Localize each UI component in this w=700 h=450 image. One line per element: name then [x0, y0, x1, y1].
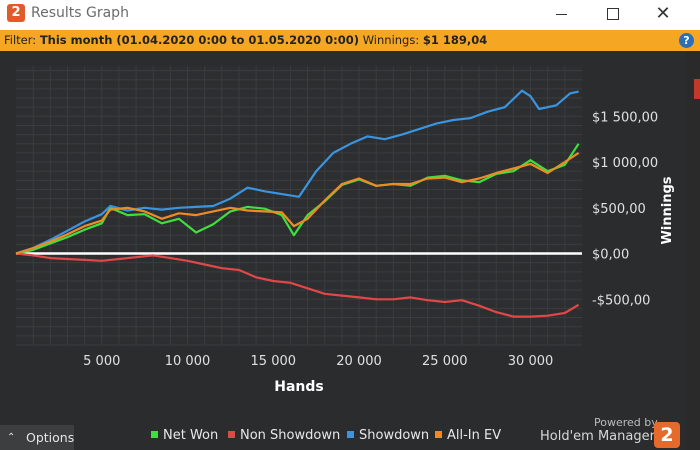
legend-swatch: [347, 431, 354, 438]
winnings-label: Winnings:: [362, 33, 420, 47]
options-button[interactable]: ⌃ Options: [0, 425, 74, 450]
side-marker: [694, 79, 700, 99]
title-bar: 2 Results Graph ✕: [0, 0, 700, 30]
legend-swatch: [151, 431, 158, 438]
hm2-logo-icon: 2: [654, 422, 680, 448]
x-tick-label: 30 000: [508, 354, 554, 369]
results-graph: 5 000 10 000 15 000 20 000 25 000 30 000 -$500…: [15, 66, 675, 395]
x-axis-label: Hands: [274, 379, 324, 395]
y-tick-label: $0,00: [592, 248, 629, 263]
legend-item-all-in-ev[interactable]: All-In EV: [435, 428, 501, 443]
brand-name: Hold'em Manager: [540, 429, 655, 444]
maximize-button[interactable]: [589, 0, 635, 30]
chevron-up-icon: ⌃: [7, 432, 16, 443]
y-tick-label: -$500,00: [592, 293, 650, 308]
legend-swatch: [228, 431, 235, 438]
minimize-button[interactable]: [538, 0, 584, 30]
filter-bar[interactable]: Filter: This month (01.04.2020 0:00 to 0…: [0, 30, 700, 51]
plot-area: [16, 66, 582, 345]
x-tick-label: 5 000: [83, 354, 120, 369]
legend-item-non-showdown[interactable]: Non Showdown: [228, 428, 340, 443]
x-tick-label: 20 000: [336, 354, 382, 369]
help-icon[interactable]: ?: [679, 33, 694, 48]
series-line-showdown: [15, 89, 579, 255]
x-tick-label: 10 000: [165, 354, 211, 369]
series-line-all-in-ev: [15, 151, 580, 255]
window-title: Results Graph: [31, 5, 129, 21]
legend-swatch: [435, 431, 442, 438]
series-line-non-showdown: [15, 252, 580, 318]
app-logo-icon: 2: [7, 4, 25, 22]
y-tick-label: $500,00: [592, 202, 646, 217]
legend-item-showdown[interactable]: Showdown: [347, 428, 429, 443]
y-tick-label: $1 000,00: [592, 156, 658, 171]
x-tick-label: 25 000: [422, 354, 468, 369]
winnings-value: $1 189,04: [422, 33, 488, 47]
filter-label: Filter:: [4, 33, 37, 47]
y-axis-label: Winnings: [660, 176, 675, 244]
side-strip: [686, 51, 700, 450]
close-button[interactable]: ✕: [655, 3, 671, 24]
y-tick-label: $1 500,00: [592, 110, 658, 125]
legend-item-net-won[interactable]: Net Won: [151, 428, 218, 443]
filter-value: This month (01.04.2020 0:00 to 01.05.202…: [39, 33, 360, 47]
powered-by-label: Powered by: [594, 416, 658, 429]
x-tick-label: 15 000: [251, 354, 297, 369]
